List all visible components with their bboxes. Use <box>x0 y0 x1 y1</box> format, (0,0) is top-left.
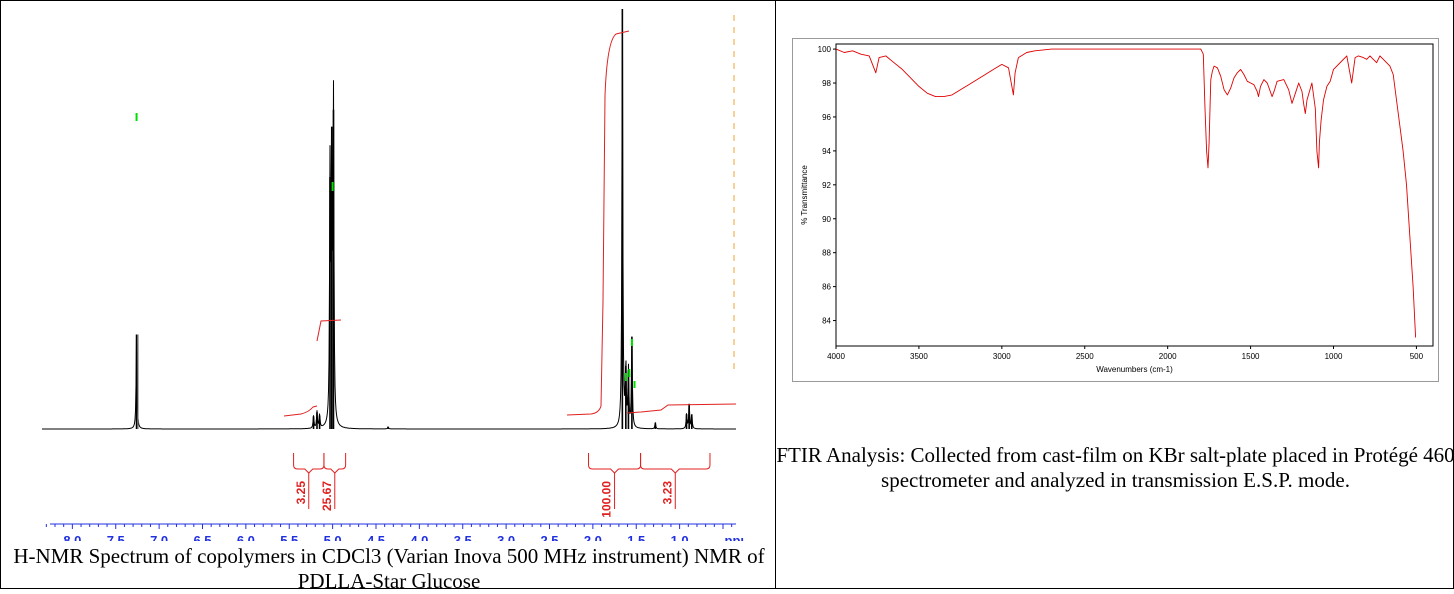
nmr-x-tick-label: 4.5 <box>367 533 385 541</box>
nmr-x-tick-label: 4.0 <box>410 533 428 541</box>
nmr-panel: 3.25 25.67 100.00 3.23 8.0 7.5 7.0 6.5 6.0 5.5 5.0… <box>0 0 776 593</box>
ftir-caption: FTIR Analysis: Collected from cast-film … <box>776 443 1454 492</box>
ftir-x-tick-label: 3500 <box>910 352 928 361</box>
ftir-y-tick-label: 90 <box>822 215 831 224</box>
nmr-x-tick-label: 2.0 <box>584 533 602 541</box>
ftir-x-tick-label: 1000 <box>1325 352 1343 361</box>
nmr-integral-curve <box>283 405 318 417</box>
nmr-x-tick-label: 1.0 <box>671 533 689 541</box>
ftir-x-tick-label: 2000 <box>1159 352 1177 361</box>
nmr-spectrum-line <box>42 35 736 430</box>
nmr-integral-curve <box>626 403 737 414</box>
nmr-x-tick-label: 3.0 <box>497 533 515 541</box>
ftir-y-tick-label: 94 <box>822 147 831 156</box>
nmr-integral-curve <box>316 319 342 342</box>
ftir-y-axis-label: % Transmittance <box>800 165 809 225</box>
nmr-integral-label: 25.67 <box>320 481 334 511</box>
ftir-y-tick-label: 86 <box>822 283 831 292</box>
ftir-chart: 100 98 96 94 92 90 88 86 84 4000 3500 3000 2500 2000 1… <box>800 43 1434 374</box>
nmr-x-tick-label: 6.0 <box>237 533 255 541</box>
nmr-x-tick-label: 5.5 <box>280 533 298 541</box>
ftir-x-tick-label: 4000 <box>827 352 845 361</box>
nmr-caption: H-NMR Spectrum of copolymers in CDCl3 (V… <box>13 544 765 593</box>
ftir-y-tick-label: 100 <box>818 45 832 54</box>
nmr-x-tick-label: 6.5 <box>193 533 211 541</box>
nmr-integral-curve <box>566 30 630 416</box>
ftir-plot-area <box>835 43 1434 347</box>
ftir-y-tick-label: 84 <box>822 317 831 326</box>
ftir-y-tick-label: 96 <box>822 113 831 122</box>
ftir-y-tick-label: 88 <box>822 249 831 258</box>
ftir-x-axis-label: Wavenumbers (cm-1) <box>1096 365 1173 374</box>
ftir-panel: 100 98 96 94 92 90 88 86 84 4000 3500 3000 2500 2000 1… <box>775 0 1454 589</box>
nmr-x-tick-label: 8.0 <box>63 533 81 541</box>
ftir-spectrum-line <box>835 48 1417 338</box>
ftir-chart-frame: 100 98 96 94 92 90 88 86 84 4000 3500 3000 2500 2000 1… <box>792 38 1439 382</box>
nmr-integral-bracket <box>640 453 711 474</box>
ftir-x-tick-label: 2500 <box>1076 352 1094 361</box>
nmr-x-axis-label: ppı <box>725 533 745 541</box>
nmr-x-tick-label: 7.0 <box>150 533 168 541</box>
ftir-y-tick-label: 92 <box>822 181 831 190</box>
nmr-integral-label: 3.23 <box>660 481 674 505</box>
nmr-integral-bracket <box>293 453 325 474</box>
nmr-chart: 3.25 25.67 100.00 3.23 8.0 7.5 7.0 6.5 6.0 5.5 5.0… <box>42 9 745 541</box>
ftir-x-tick-label: 3000 <box>993 352 1011 361</box>
ftir-y-tick-label: 98 <box>822 79 831 88</box>
nmr-x-tick-label: 2.5 <box>540 533 558 541</box>
nmr-integral-bracket <box>323 453 347 474</box>
nmr-x-tick-label: 5.0 <box>324 533 342 541</box>
nmr-x-tick-label: 3.5 <box>454 533 472 541</box>
nmr-integral-bracket <box>588 453 642 474</box>
nmr-x-tick-label: 1.5 <box>627 533 645 541</box>
ftir-x-tick-label: 500 <box>1410 352 1424 361</box>
nmr-integral-label: 3.25 <box>294 481 308 505</box>
ftir-x-tick-label: 1500 <box>1242 352 1260 361</box>
nmr-integral-label: 100.00 <box>600 481 614 518</box>
nmr-x-tick-label: 7.5 <box>107 533 125 541</box>
